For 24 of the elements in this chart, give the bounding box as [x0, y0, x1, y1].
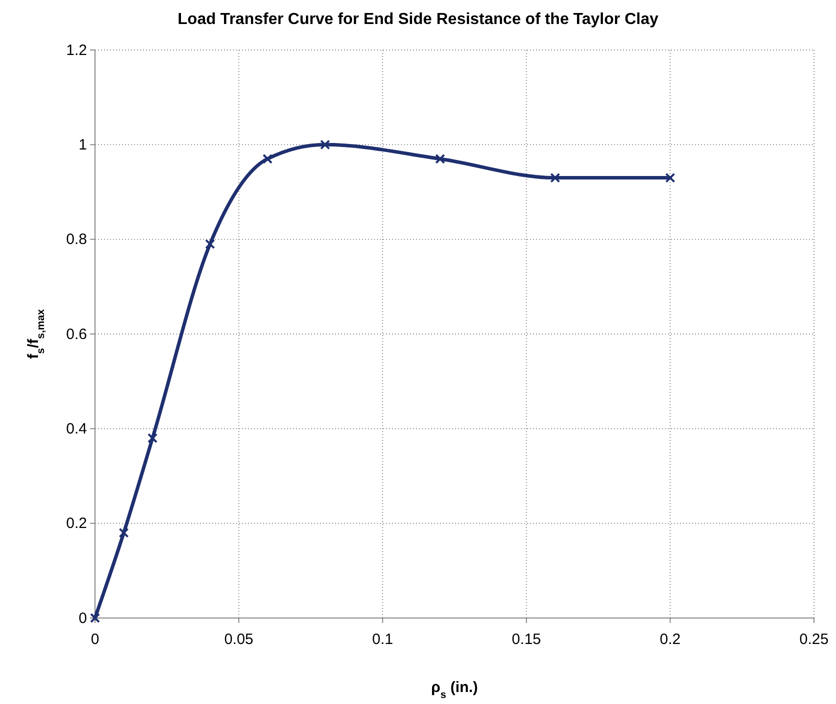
point — [550, 172, 560, 183]
x-tick-label: 0.05 — [224, 631, 254, 648]
x-axis-title: ρ$_{s}$ (in.) — [431, 679, 478, 701]
point — [435, 154, 446, 164]
x-tick-label: 0 — [90, 631, 100, 648]
y-tick-label: 1 — [78, 136, 87, 154]
point — [205, 239, 216, 250]
x-tick-label: 0.25 — [799, 631, 829, 648]
point — [118, 528, 129, 538]
x-tick-label: 0.2 — [660, 631, 681, 648]
point — [262, 154, 273, 164]
point — [148, 433, 158, 444]
y-tick-label: 0.6 — [66, 326, 87, 343]
y-tick-label: 0.2 — [66, 515, 87, 532]
y-tick-label: 0 — [78, 610, 87, 627]
point — [665, 172, 676, 183]
point — [90, 613, 100, 623]
y-tick-label: 0.4 — [66, 420, 87, 438]
chart-title: Load Transfer Curve for End Side Resistance of the Taylor Clay — [178, 11, 658, 28]
point — [320, 140, 330, 150]
y-tick-label: 0.8 — [66, 231, 87, 248]
y-tick-label: 1.2 — [66, 42, 87, 59]
x-tick-label: 0.1 — [372, 631, 394, 648]
x-tick-label: 0.15 — [512, 631, 541, 648]
